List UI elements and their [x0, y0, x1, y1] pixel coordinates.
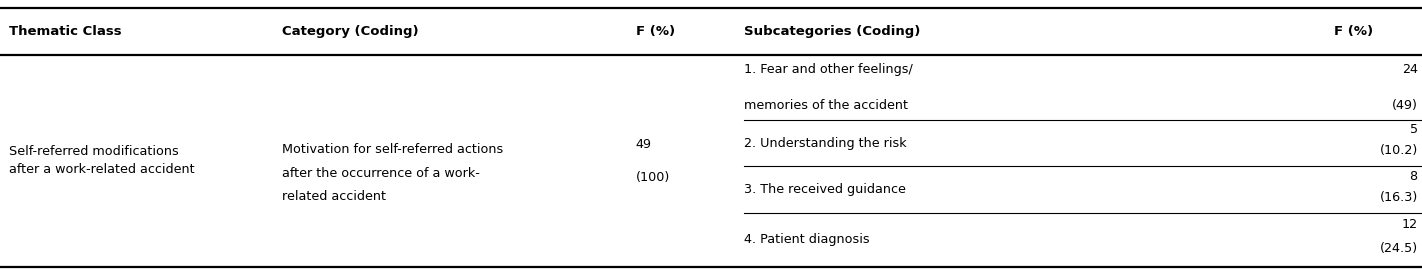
Text: F (%): F (%) [1334, 25, 1374, 38]
Text: 1. Fear and other feelings/: 1. Fear and other feelings/ [744, 63, 913, 76]
Text: 24: 24 [1402, 63, 1418, 76]
Text: Thematic Class: Thematic Class [9, 25, 121, 38]
Text: after the occurrence of a work-: after the occurrence of a work- [282, 167, 479, 180]
Text: 5: 5 [1409, 123, 1418, 136]
Text: Category (Coding): Category (Coding) [282, 25, 418, 38]
Text: memories of the accident: memories of the accident [744, 99, 907, 112]
Text: 8: 8 [1409, 170, 1418, 183]
Text: 3. The received guidance: 3. The received guidance [744, 183, 906, 196]
Text: (10.2): (10.2) [1379, 144, 1418, 157]
Text: Self-referred modifications
after a work-related accident: Self-referred modifications after a work… [9, 145, 195, 176]
Text: (49): (49) [1392, 99, 1418, 112]
Text: Subcategories (Coding): Subcategories (Coding) [744, 25, 920, 38]
Text: related accident: related accident [282, 190, 385, 203]
Text: 4. Patient diagnosis: 4. Patient diagnosis [744, 233, 869, 246]
Text: F (%): F (%) [636, 25, 675, 38]
Text: Motivation for self-referred actions: Motivation for self-referred actions [282, 143, 503, 156]
Text: (24.5): (24.5) [1379, 243, 1418, 255]
Text: 12: 12 [1402, 218, 1418, 232]
Text: (100): (100) [636, 171, 670, 184]
Text: 2. Understanding the risk: 2. Understanding the risk [744, 136, 906, 150]
Text: (16.3): (16.3) [1379, 191, 1418, 204]
Text: 49: 49 [636, 138, 651, 151]
